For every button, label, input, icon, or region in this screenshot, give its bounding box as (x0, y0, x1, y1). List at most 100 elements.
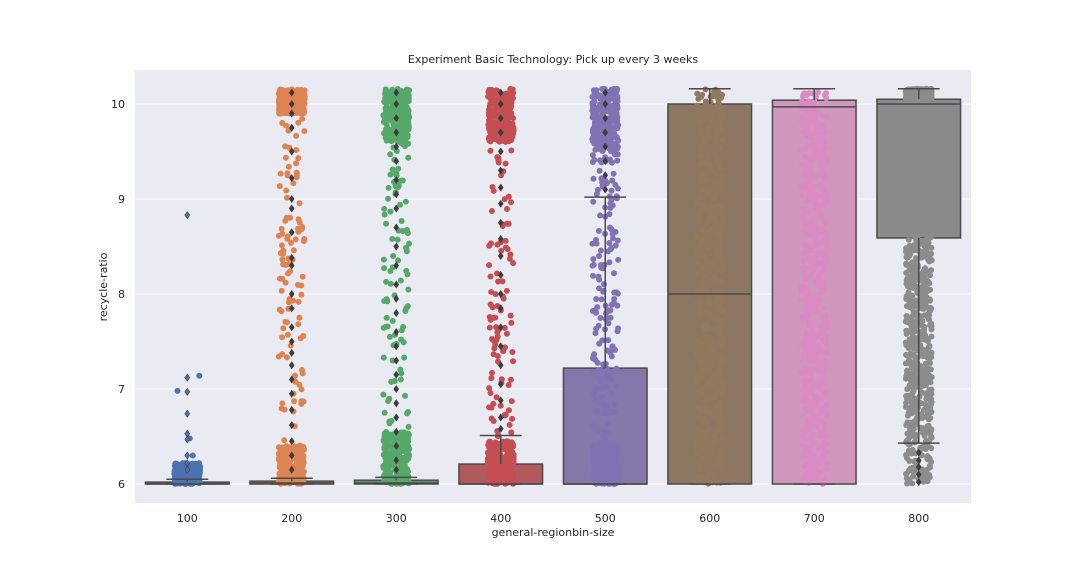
strip-point (609, 235, 616, 242)
strip-point (613, 289, 620, 296)
strip-point (486, 93, 493, 100)
x-tick-label: 300 (386, 512, 407, 525)
strip-point (406, 240, 413, 247)
strip-point (387, 280, 394, 287)
strip-point (501, 121, 508, 128)
strip-point (489, 469, 496, 476)
strip-point (717, 165, 724, 172)
strip-point (601, 428, 608, 435)
strip-point (497, 464, 504, 471)
strip-point (389, 166, 396, 173)
strip-point (405, 110, 412, 117)
strip-point (279, 334, 286, 341)
strip-point (590, 256, 597, 263)
strip-point (808, 228, 815, 235)
strip-point (589, 114, 596, 121)
strip-point (500, 438, 507, 445)
strip-point (403, 226, 410, 233)
strip-point (505, 108, 512, 115)
strip-point (606, 430, 613, 437)
strip-point (280, 261, 287, 268)
strip-point (814, 192, 821, 199)
strip-point (294, 87, 301, 94)
strip-point (698, 201, 705, 208)
strip-point (280, 325, 287, 332)
strip-point (500, 295, 507, 302)
strip-point (485, 117, 492, 124)
strip-point (611, 123, 618, 130)
strip-point (800, 257, 807, 264)
strip-point (818, 323, 825, 330)
strip-point (490, 187, 497, 194)
strip-point (280, 247, 287, 254)
strip-point (719, 435, 726, 442)
strip-point (805, 479, 812, 486)
strip-point (910, 387, 917, 394)
strip-point (293, 169, 300, 176)
strip-point (907, 350, 914, 357)
strip-point (383, 101, 390, 108)
strip-point (592, 384, 599, 391)
strip-point (486, 324, 493, 331)
strip-point (704, 127, 711, 134)
strip-point (697, 124, 704, 131)
strip-point (803, 385, 810, 392)
strip-point (807, 273, 814, 280)
strip-point (300, 238, 307, 245)
strip-point (821, 145, 828, 152)
strip-point (487, 273, 494, 280)
strip-point (485, 479, 492, 486)
strip-point (300, 102, 307, 109)
strip-point (698, 245, 705, 252)
strip-point (593, 236, 600, 243)
strip-point (389, 86, 396, 93)
strip-point (278, 225, 285, 232)
strip-point (810, 417, 817, 424)
strip-point (902, 375, 909, 382)
strip-point (815, 133, 822, 140)
strip-point (293, 174, 300, 181)
strip-point (705, 148, 712, 155)
strip-point (395, 182, 402, 189)
strip-point (712, 371, 719, 378)
strip-point (591, 136, 598, 143)
strip-point (908, 364, 915, 371)
strip-point (902, 403, 909, 410)
strip-point (386, 395, 393, 402)
strip-point (695, 427, 702, 434)
strip-point (592, 146, 599, 153)
strip-layer (171, 85, 935, 487)
strip-point (279, 400, 286, 407)
strip-point (602, 439, 609, 446)
strip-point (174, 387, 181, 394)
strip-point (490, 88, 497, 95)
strip-point (805, 469, 812, 476)
strip-point (714, 465, 721, 472)
strip-point (920, 237, 927, 244)
strip-point (594, 359, 601, 366)
strip-point (907, 358, 914, 365)
strip-point (607, 376, 614, 383)
strip-point (927, 444, 934, 451)
strip-point (918, 271, 925, 278)
strip-point (813, 468, 820, 475)
strip-point (699, 186, 706, 193)
strip-point (400, 462, 407, 469)
strip-point (694, 377, 701, 384)
strip-point (492, 100, 499, 107)
strip-point (822, 230, 829, 237)
strip-point (386, 333, 393, 340)
strip-point (823, 190, 830, 197)
strip-point (805, 109, 812, 116)
strip-point (277, 459, 284, 466)
strip-point (719, 384, 726, 391)
strip-point (809, 409, 816, 416)
strip-point (397, 139, 404, 146)
x-tick-label: 800 (908, 512, 929, 525)
strip-point (918, 283, 925, 290)
strip-point (715, 232, 722, 239)
x-tick-label: 700 (804, 512, 825, 525)
strip-point (823, 411, 830, 418)
strip-point (718, 279, 725, 286)
strip-point (278, 405, 285, 412)
